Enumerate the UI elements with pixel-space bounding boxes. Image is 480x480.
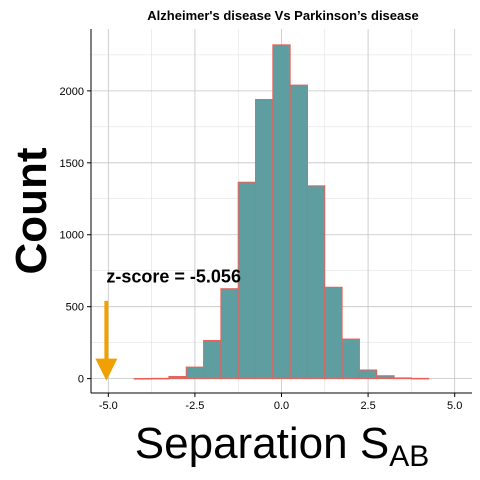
histogram-bar bbox=[289, 84, 308, 380]
histogram-bar bbox=[151, 377, 170, 380]
histogram-bar bbox=[306, 185, 326, 380]
histogram-bar bbox=[358, 369, 378, 380]
histogram-bar bbox=[203, 339, 222, 380]
x-tick-label: 2.5 bbox=[360, 400, 375, 412]
x-axis-label-main: Separation S bbox=[135, 419, 389, 468]
y-tick-label: 500 bbox=[66, 302, 84, 314]
histogram-bar bbox=[220, 288, 239, 380]
y-tick-label: 0 bbox=[78, 374, 84, 386]
histogram-bar bbox=[376, 375, 395, 380]
y-tick-label: 1500 bbox=[60, 158, 84, 170]
histogram-bar bbox=[272, 44, 291, 380]
chart-title: Alzheimer's disease Vs Parkinson’s disea… bbox=[147, 8, 418, 23]
y-ticks: 0 500 1000 1500 2000 bbox=[60, 86, 91, 386]
histogram-bar bbox=[341, 338, 360, 380]
histogram-bar bbox=[324, 286, 343, 380]
x-tick-label: 0.0 bbox=[274, 400, 289, 412]
histogram-bar bbox=[185, 366, 205, 380]
histogram-bar bbox=[168, 375, 187, 380]
y-axis-label: Count bbox=[7, 147, 56, 274]
x-tick-label: 5.0 bbox=[447, 400, 462, 412]
histogram-bar bbox=[255, 98, 274, 380]
z-score-label: z-score = -5.056 bbox=[106, 266, 241, 286]
histogram-bar bbox=[133, 377, 153, 380]
z-score-annotation: z-score = -5.056 bbox=[95, 266, 241, 381]
z-score-arrow-head bbox=[95, 358, 118, 381]
x-ticks: -5.0 -2.5 0.0 2.5 5.0 bbox=[99, 393, 462, 412]
x-axis-label-subscript: AB bbox=[389, 440, 429, 473]
y-tick-label: 2000 bbox=[60, 86, 84, 98]
x-tick-label: -5.0 bbox=[99, 400, 118, 412]
y-tick-label: 1000 bbox=[60, 230, 84, 242]
histogram-bar bbox=[393, 377, 412, 380]
histogram-bars bbox=[133, 44, 430, 380]
histogram-bar bbox=[410, 377, 430, 380]
x-axis-label: Separation SAB bbox=[135, 419, 429, 473]
x-tick-label: -2.5 bbox=[185, 400, 204, 412]
